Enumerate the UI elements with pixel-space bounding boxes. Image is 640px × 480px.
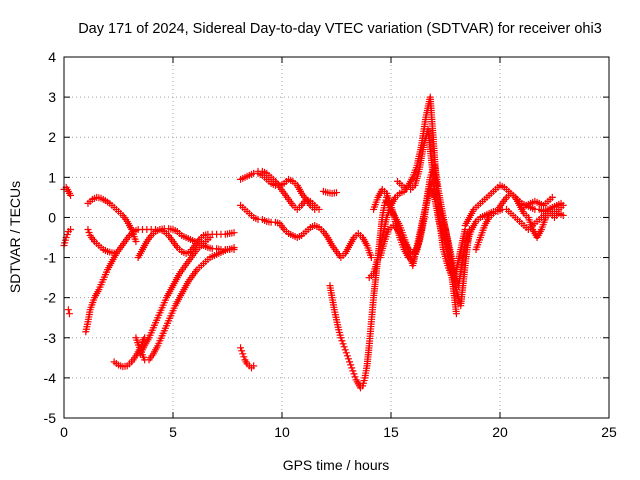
y-axis-label: SDTVAR / TECUs bbox=[7, 181, 23, 293]
data-point bbox=[341, 346, 349, 354]
data-point bbox=[67, 225, 75, 233]
y-tick-label: 4 bbox=[48, 49, 56, 65]
x-tick-label: 5 bbox=[169, 424, 177, 440]
series-s12 bbox=[237, 344, 258, 372]
x-tick-label: 15 bbox=[383, 424, 399, 440]
series-s4 bbox=[82, 225, 199, 336]
data-point bbox=[230, 229, 238, 237]
data-point bbox=[347, 361, 355, 369]
y-tick-label: 3 bbox=[48, 89, 56, 105]
data-point bbox=[559, 201, 567, 209]
data-point bbox=[64, 306, 72, 314]
data-point bbox=[340, 343, 348, 351]
x-tick-label: 20 bbox=[492, 424, 508, 440]
series-s16 bbox=[319, 187, 340, 197]
data-point bbox=[63, 230, 71, 238]
data-point bbox=[433, 181, 441, 189]
data-point bbox=[112, 250, 120, 258]
y-tick-label: 2 bbox=[48, 129, 56, 145]
series-s11 bbox=[195, 238, 238, 254]
y-tick-label: -4 bbox=[44, 370, 57, 386]
data-point bbox=[548, 193, 556, 201]
series-s2 bbox=[60, 225, 75, 250]
series-s10 bbox=[134, 225, 238, 262]
series-s15 bbox=[254, 167, 323, 213]
data-point bbox=[65, 310, 73, 318]
data-point bbox=[315, 205, 323, 213]
axis-ticks bbox=[63, 56, 610, 419]
series-s9 bbox=[136, 234, 214, 358]
chart-title: Day 171 of 2024, Sidereal Day-to-day VTE… bbox=[78, 21, 602, 37]
data-point bbox=[132, 238, 140, 246]
data-point bbox=[351, 373, 359, 381]
data-point bbox=[67, 191, 75, 199]
y-tick-label: 1 bbox=[48, 169, 56, 185]
grid-lines bbox=[64, 57, 609, 418]
data-point bbox=[237, 344, 245, 352]
data-point bbox=[559, 211, 567, 219]
series-s21 bbox=[383, 185, 460, 318]
x-tick-labels: 0 5 10 15 20 25 bbox=[60, 424, 617, 440]
data-point bbox=[240, 353, 248, 361]
data-point bbox=[84, 225, 92, 233]
series-s14 bbox=[237, 169, 319, 213]
data-point bbox=[367, 254, 375, 262]
y-tick-label: -3 bbox=[44, 330, 57, 346]
x-tick-label: 0 bbox=[60, 424, 68, 440]
y-tick-label: -1 bbox=[44, 250, 57, 266]
data-points bbox=[60, 93, 567, 392]
series-s17 bbox=[326, 193, 391, 392]
y-tick-label: -5 bbox=[44, 410, 57, 426]
series-s3 bbox=[64, 306, 73, 318]
series-s25 bbox=[472, 189, 567, 254]
data-point bbox=[343, 352, 351, 360]
data-point bbox=[333, 189, 340, 197]
x-axis-label: GPS time / hours bbox=[283, 457, 390, 473]
x-tick-label: 25 bbox=[601, 424, 617, 440]
y-tick-label: 0 bbox=[48, 209, 56, 225]
series-s13 bbox=[237, 201, 375, 262]
series-s6 bbox=[84, 225, 120, 258]
series-s26 bbox=[518, 193, 556, 213]
series-s22 bbox=[394, 125, 441, 193]
plot-frame bbox=[63, 56, 610, 419]
data-point bbox=[349, 367, 357, 375]
y-tick-labels: -5 -4 -3 -2 -1 0 1 2 3 4 bbox=[44, 49, 57, 426]
data-point bbox=[250, 362, 258, 370]
data-point bbox=[344, 355, 352, 363]
data-point bbox=[338, 337, 346, 345]
data-point bbox=[452, 310, 460, 318]
series-s1 bbox=[60, 183, 75, 199]
data-point bbox=[238, 347, 246, 355]
data-point bbox=[348, 364, 356, 372]
data-point bbox=[339, 340, 347, 348]
y-tick-label: -2 bbox=[44, 290, 57, 306]
data-point bbox=[239, 350, 247, 358]
data-point bbox=[230, 246, 238, 254]
data-point bbox=[350, 370, 358, 378]
series-s24 bbox=[463, 201, 567, 246]
data-point bbox=[337, 334, 345, 342]
series-s5 bbox=[84, 193, 140, 246]
data-point bbox=[85, 228, 93, 236]
data-point bbox=[342, 349, 350, 357]
x-tick-label: 10 bbox=[274, 424, 290, 440]
data-point bbox=[346, 358, 354, 366]
